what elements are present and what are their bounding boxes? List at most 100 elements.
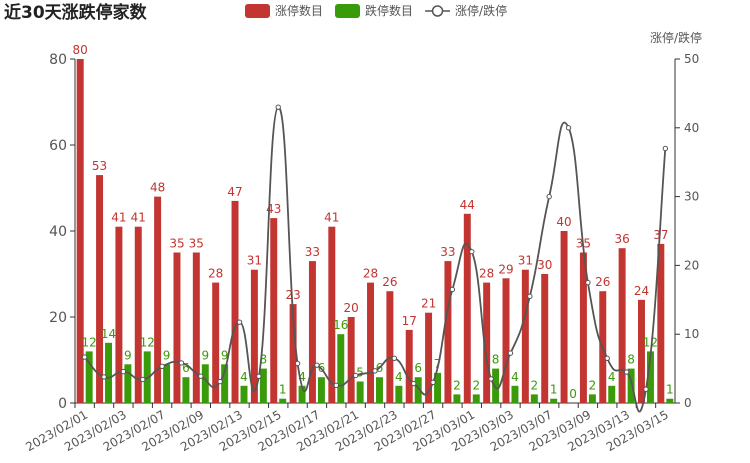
- bar: [201, 364, 209, 403]
- bar-value-label: 2: [453, 378, 461, 392]
- bar: [657, 243, 665, 403]
- bar-value-label: 20: [344, 301, 359, 315]
- bar-value-label: 41: [111, 211, 126, 225]
- bar: [317, 377, 325, 403]
- ratio-point: [217, 378, 223, 385]
- bar-value-label: 24: [634, 284, 649, 298]
- bar: [541, 274, 549, 403]
- bar: [483, 282, 491, 403]
- bar: [308, 261, 316, 403]
- ratio-point: [275, 104, 281, 110]
- ratio-point: [352, 372, 359, 379]
- bar-value-label: 16: [333, 318, 348, 332]
- bar-value-label: 6: [414, 361, 422, 375]
- bar-value-label: 2: [531, 378, 539, 392]
- bar-value-label: 41: [324, 211, 339, 225]
- ratio-point: [585, 279, 591, 286]
- bar: [356, 381, 364, 403]
- bar: [666, 398, 674, 403]
- bar: [588, 394, 596, 403]
- bar: [472, 394, 480, 403]
- bar: [511, 385, 519, 403]
- ratio-point: [411, 380, 417, 387]
- bar: [240, 385, 248, 403]
- bar-value-label: 48: [150, 181, 165, 195]
- bar: [76, 59, 84, 403]
- bar: [250, 269, 258, 403]
- bar: [298, 385, 306, 403]
- legend-label: 涨停/跌停: [455, 3, 507, 18]
- bar-value-label: 9: [124, 348, 132, 362]
- bar: [347, 317, 355, 403]
- legend-label: 涨停数目: [275, 3, 323, 18]
- bar-value-label: 40: [556, 215, 571, 229]
- bar: [173, 252, 181, 403]
- bar-value-label: 29: [498, 262, 513, 276]
- bar: [376, 377, 383, 403]
- y2-tick-label: 10: [684, 327, 699, 341]
- ratio-point: [391, 355, 398, 361]
- y-tick-label: 80: [49, 52, 67, 68]
- bar-value-label: 33: [305, 245, 320, 259]
- bar: [328, 226, 336, 403]
- bar: [270, 218, 278, 403]
- bar: [221, 364, 229, 403]
- y-tick-label: 40: [49, 224, 67, 240]
- bar: [96, 175, 104, 403]
- bar-value-label: 4: [298, 370, 306, 384]
- legend-circle: [431, 5, 444, 17]
- bar-value-label: 9: [201, 348, 209, 362]
- bar: [386, 291, 394, 403]
- bar: [618, 248, 626, 403]
- bar-value-label: 28: [479, 267, 494, 281]
- ratio-point: [101, 374, 107, 380]
- ratio-point: [256, 373, 262, 380]
- bar-value-label: 4: [240, 370, 248, 384]
- bar-value-label: 6: [182, 361, 190, 375]
- bar: [492, 368, 500, 403]
- bar: [521, 269, 529, 403]
- y-tick-label: 20: [49, 310, 67, 326]
- bar-value-label: 12: [643, 335, 658, 349]
- bar-value-label: 14: [101, 327, 116, 341]
- y2-axis-label: 涨停/跌停: [650, 30, 702, 45]
- ratio-point: [565, 125, 572, 131]
- ratio-point: [623, 369, 630, 375]
- ratio-point: [507, 350, 514, 356]
- bar: [434, 372, 442, 403]
- ratio-point: [159, 363, 165, 370]
- bar-value-label: 33: [440, 245, 455, 259]
- bar-value-label: 37: [653, 228, 668, 242]
- ratio-point: [120, 368, 127, 375]
- bar: [463, 213, 471, 403]
- y2-tick-label: 40: [684, 121, 699, 135]
- bar: [627, 368, 635, 403]
- ratio-point: [236, 319, 243, 325]
- bar-value-label: 36: [614, 232, 629, 246]
- bar: [560, 231, 568, 403]
- bar-value-label: 26: [382, 275, 397, 289]
- bar-value-label: 12: [82, 335, 97, 349]
- bar-value-label: 21: [421, 297, 436, 311]
- ratio-point: [449, 286, 456, 293]
- bar: [182, 377, 190, 403]
- ratio-point: [294, 360, 301, 367]
- bar-value-label: 31: [518, 254, 533, 268]
- ratio-point: [178, 360, 185, 366]
- bar-value-label: 4: [608, 370, 616, 384]
- legend-label: 跌停数目: [365, 3, 413, 18]
- bar-value-label: 8: [627, 353, 635, 367]
- bar: [395, 385, 403, 403]
- bar: [134, 226, 142, 403]
- bar: [425, 312, 433, 403]
- y-tick-label: 60: [49, 138, 67, 154]
- bar: [530, 394, 538, 403]
- bar: [192, 252, 200, 403]
- bar-value-label: 2: [472, 378, 480, 392]
- y2-tick-label: 50: [684, 52, 699, 66]
- bar: [453, 394, 461, 403]
- bar: [259, 368, 267, 403]
- bar: [502, 278, 510, 403]
- y2-tick-label: 20: [684, 258, 699, 272]
